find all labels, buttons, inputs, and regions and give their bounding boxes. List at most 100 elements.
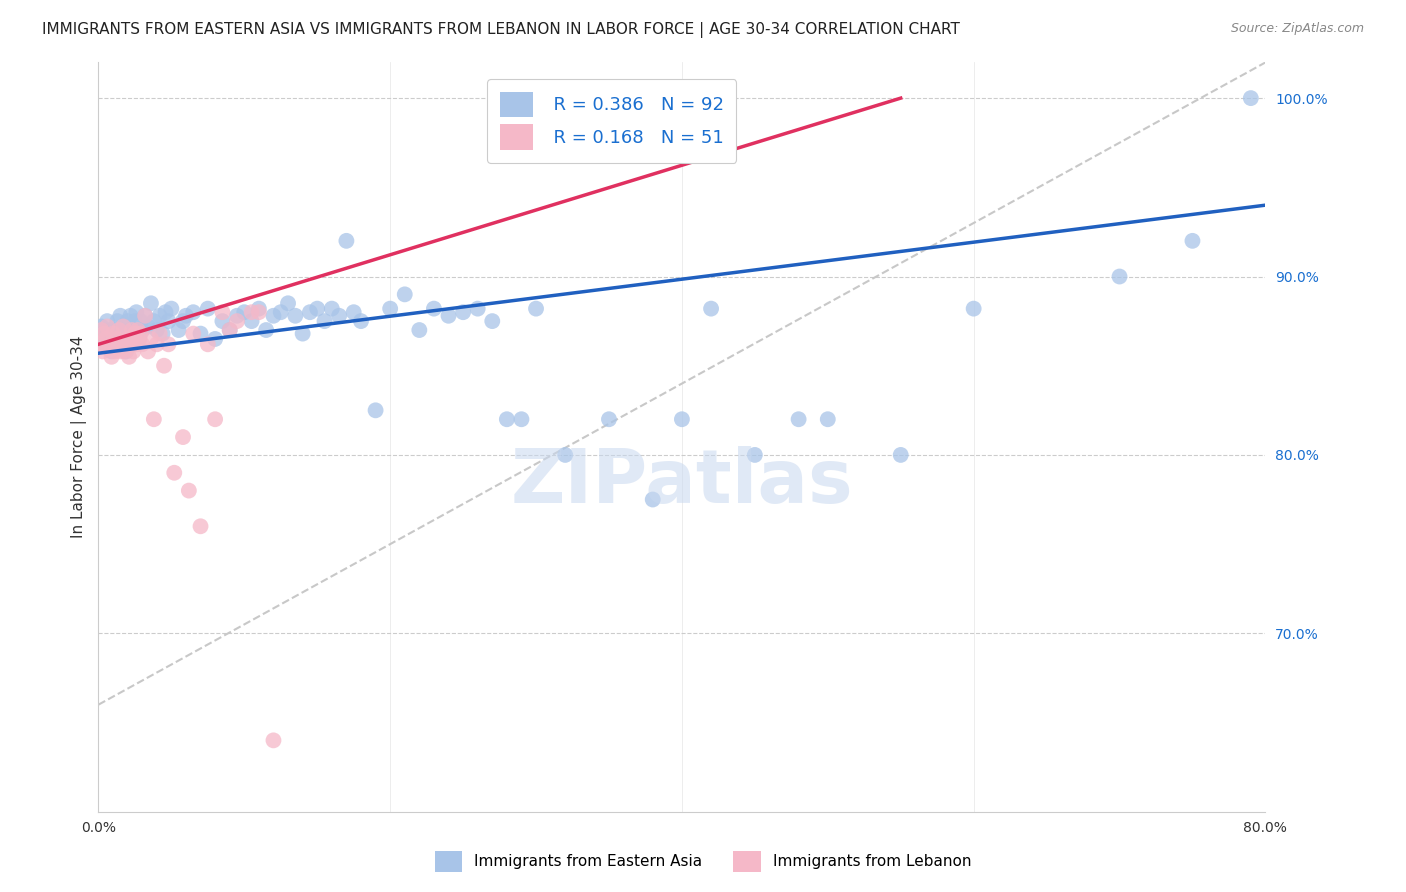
Point bbox=[118, 350, 141, 364]
Point bbox=[117, 314, 139, 328]
Point bbox=[93, 326, 115, 341]
Point bbox=[100, 350, 122, 364]
Legend:   R = 0.386   N = 92,   R = 0.168   N = 51: R = 0.386 N = 92, R = 0.168 N = 51 bbox=[488, 79, 737, 162]
Point bbox=[98, 337, 121, 351]
Point bbox=[262, 309, 284, 323]
Point bbox=[364, 403, 387, 417]
Point bbox=[190, 519, 212, 533]
Point bbox=[98, 323, 121, 337]
Point bbox=[134, 309, 156, 323]
Point bbox=[218, 323, 240, 337]
Point bbox=[142, 314, 165, 328]
Point bbox=[510, 412, 533, 426]
Point bbox=[105, 337, 128, 351]
Point bbox=[111, 332, 134, 346]
Point bbox=[172, 314, 194, 328]
Point bbox=[671, 412, 693, 426]
Point bbox=[142, 412, 165, 426]
Point bbox=[108, 323, 131, 337]
Point bbox=[127, 323, 149, 337]
Point bbox=[218, 323, 240, 337]
Point bbox=[291, 326, 314, 341]
Point bbox=[700, 301, 723, 316]
Point bbox=[1240, 91, 1263, 105]
Point bbox=[394, 287, 416, 301]
Point bbox=[97, 335, 120, 350]
Point bbox=[101, 326, 124, 341]
Point bbox=[233, 305, 256, 319]
Point bbox=[110, 309, 132, 323]
Point bbox=[105, 314, 128, 328]
Point bbox=[160, 301, 183, 316]
Point bbox=[744, 448, 766, 462]
Point bbox=[101, 326, 124, 341]
Point bbox=[146, 337, 169, 351]
Point bbox=[554, 448, 576, 462]
Point bbox=[262, 733, 284, 747]
Point bbox=[139, 332, 162, 346]
Point bbox=[962, 301, 984, 316]
Point bbox=[204, 412, 226, 426]
Point bbox=[247, 301, 270, 316]
Point bbox=[114, 344, 136, 359]
Point bbox=[181, 326, 204, 341]
Point bbox=[136, 319, 159, 334]
Point bbox=[134, 309, 156, 323]
Point bbox=[89, 337, 111, 351]
Point bbox=[1108, 269, 1130, 284]
Point bbox=[451, 305, 474, 319]
Point bbox=[380, 301, 402, 316]
Point bbox=[167, 323, 190, 337]
Point bbox=[190, 326, 212, 341]
Point bbox=[408, 323, 430, 337]
Point bbox=[240, 314, 263, 328]
Point bbox=[197, 337, 219, 351]
Point bbox=[343, 305, 366, 319]
Legend: Immigrants from Eastern Asia, Immigrants from Lebanon: Immigrants from Eastern Asia, Immigrants… bbox=[427, 843, 979, 880]
Point bbox=[90, 319, 112, 334]
Point bbox=[152, 326, 174, 341]
Y-axis label: In Labor Force | Age 30-34: In Labor Force | Age 30-34 bbox=[72, 335, 87, 539]
Point bbox=[110, 344, 132, 359]
Point bbox=[89, 326, 111, 341]
Point bbox=[157, 314, 180, 328]
Point bbox=[598, 412, 620, 426]
Point bbox=[226, 314, 249, 328]
Point bbox=[103, 341, 125, 355]
Point bbox=[787, 412, 810, 426]
Point bbox=[890, 448, 912, 462]
Point bbox=[136, 344, 159, 359]
Point bbox=[328, 309, 350, 323]
Point bbox=[122, 344, 145, 359]
Point bbox=[163, 466, 186, 480]
Point bbox=[284, 309, 307, 323]
Point bbox=[111, 337, 134, 351]
Point bbox=[128, 332, 150, 346]
Point bbox=[108, 337, 131, 351]
Point bbox=[496, 412, 519, 426]
Point bbox=[226, 309, 249, 323]
Text: Source: ZipAtlas.com: Source: ZipAtlas.com bbox=[1230, 22, 1364, 36]
Point bbox=[120, 337, 142, 351]
Text: IMMIGRANTS FROM EASTERN ASIA VS IMMIGRANTS FROM LEBANON IN LABOR FORCE | AGE 30-: IMMIGRANTS FROM EASTERN ASIA VS IMMIGRAN… bbox=[42, 22, 960, 38]
Point bbox=[174, 309, 197, 323]
Point bbox=[120, 309, 142, 323]
Point bbox=[125, 305, 148, 319]
Point bbox=[211, 305, 233, 319]
Point bbox=[321, 301, 343, 316]
Point bbox=[157, 337, 180, 351]
Point bbox=[112, 319, 135, 334]
Point bbox=[314, 314, 336, 328]
Point bbox=[524, 301, 547, 316]
Point bbox=[125, 337, 148, 351]
Point bbox=[129, 326, 152, 341]
Point bbox=[197, 301, 219, 316]
Point bbox=[254, 323, 277, 337]
Point bbox=[298, 305, 321, 319]
Point bbox=[118, 326, 141, 341]
Point bbox=[350, 314, 373, 328]
Point bbox=[114, 319, 136, 334]
Point bbox=[96, 319, 118, 334]
Point bbox=[149, 309, 172, 323]
Point bbox=[96, 314, 118, 328]
